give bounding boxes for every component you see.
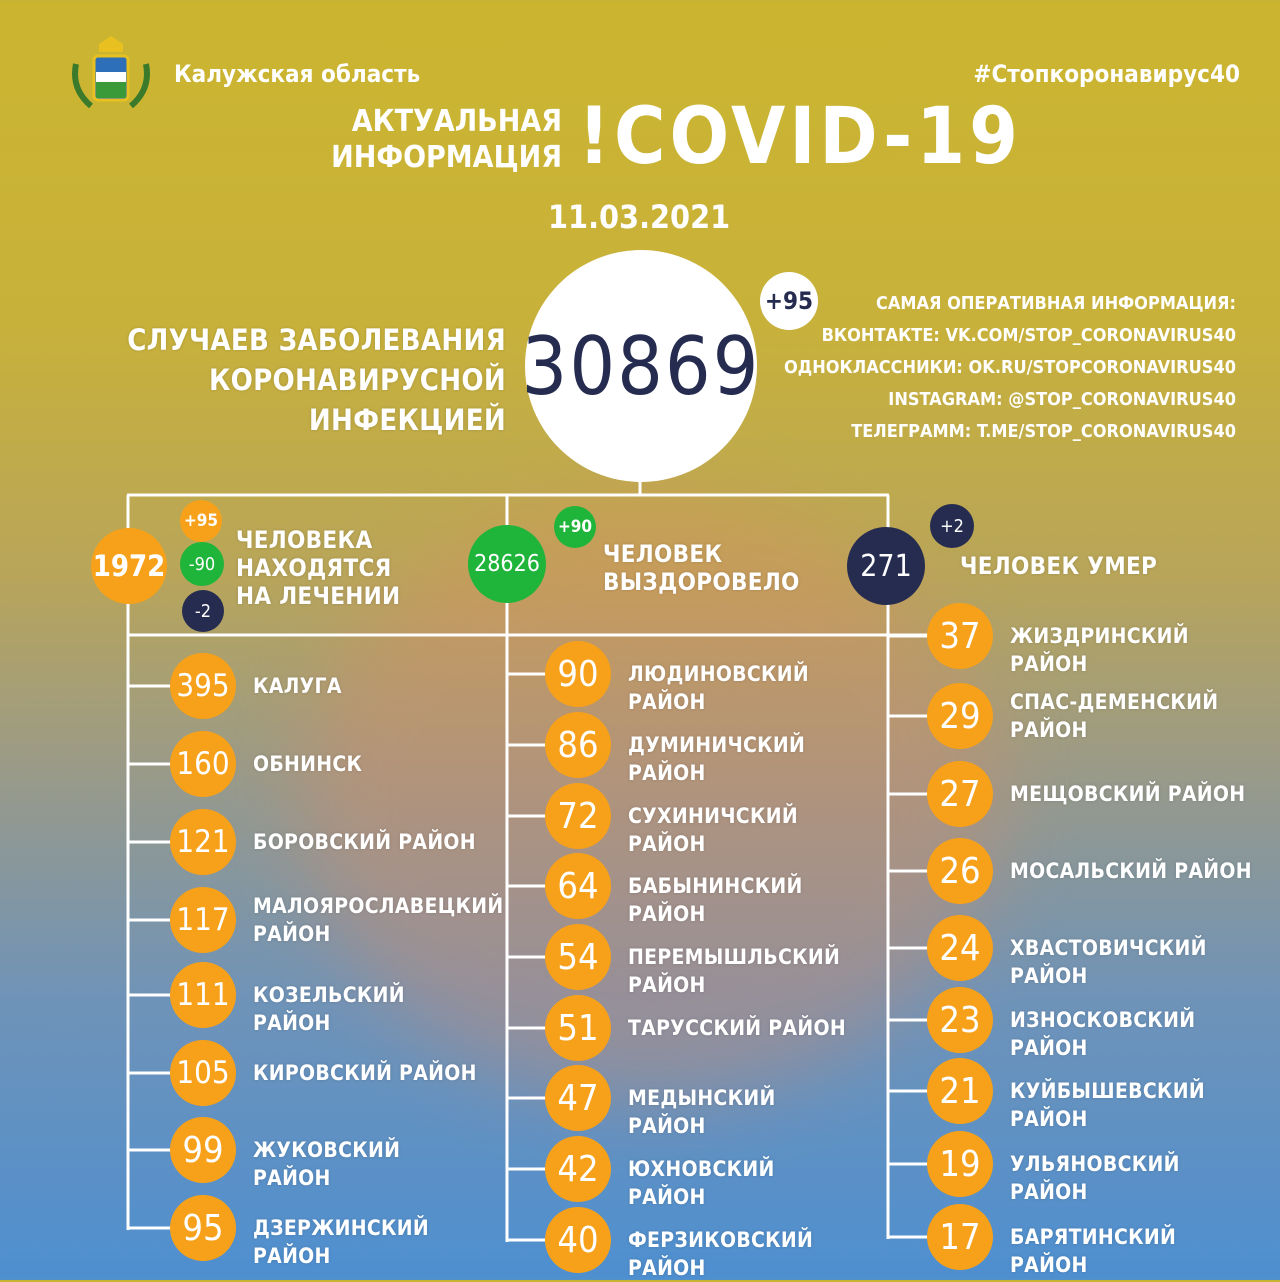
district-name: ДУМИНИЧСКИЙ РАЙОН [628,733,806,785]
date: 11.03.2021 [548,198,731,236]
treatment-delta-died: -2 [182,590,224,632]
district-value: 64 [545,853,611,919]
link-vk[interactable]: ВКОНТАКТЕ: VK.COM/STOP_CORONAVIRUS40 [821,325,1236,346]
district-name: ХВАСТОВИЧСКИЙ РАЙОН [1010,936,1207,988]
died-label: ЧЕЛОВЕК УМЕР [960,552,1158,580]
total-delta-badge: +95 [760,272,818,330]
district-name: ФЕРЗИКОВСКИЙ РАЙОН [628,1228,814,1280]
district-name: БАБЫНИНСКИЙ РАЙОН [628,874,803,926]
district-value: 26 [927,838,993,904]
district-name: МОСАЛЬСКИЙ РАЙОН [1010,859,1252,883]
title-small: АКТУАЛЬНАЯ ИНФОРМАЦИЯ [300,104,562,176]
title-line1: АКТУАЛЬНАЯ [351,104,562,139]
info-heading: САМАЯ ОПЕРАТИВНАЯ ИНФОРМАЦИЯ: [875,293,1236,314]
district-value: 40 [545,1207,611,1273]
died-delta: +2 [930,504,974,548]
district-value: 111 [170,962,236,1028]
district-value: 105 [170,1040,236,1106]
treatment-label: ЧЕЛОВЕКА НАХОДЯТСЯ НА ЛЕЧЕНИИ [236,526,400,610]
district-name: БОРОВСКИЙ РАЙОН [253,830,476,854]
total-cases-value: 30869 [522,250,758,482]
recovered-label-line1: ЧЕЛОВЕК [603,540,723,568]
recovered-label: ЧЕЛОВЕК ВЫЗДОРОВЕЛО [603,540,800,596]
recovered-value: 28626 [468,525,546,603]
district-value: 86 [545,712,611,778]
treatment-label-line3: НА ЛЕЧЕНИИ [236,582,401,610]
district-name: СПАС-ДЕМЕНСКИЙ РАЙОН [1010,690,1219,742]
district-name: ЮХНОВСКИЙ РАЙОН [628,1157,775,1209]
district-value: 24 [927,915,993,981]
total-label-line1: СЛУЧАЕВ ЗАБОЛЕВАНИЯ [127,323,506,357]
district-name: КУЙБЫШЕВСКИЙ РАЙОН [1010,1079,1205,1131]
district-value: 51 [545,995,611,1061]
district-name: ИЗНОСКОВСКИЙ РАЙОН [1010,1008,1196,1060]
district-name: ЛЮДИНОВСКИЙ РАЙОН [628,662,810,714]
link-ok[interactable]: ОДНОКЛАССНИКИ: OK.RU/STOPCORONAVIRUS40 [784,357,1236,378]
district-name: ЖУКОВСКИЙ РАЙОН [253,1138,401,1190]
district-value: 90 [545,641,611,707]
link-instagram[interactable]: INSTAGRAM: @STOP_CORONAVIRUS40 [888,389,1236,410]
hashtag: #Стопкоронавирус40 [973,60,1240,88]
district-name: БАРЯТИНСКИЙ РАЙОН [1010,1225,1177,1277]
district-value: 160 [170,731,236,797]
district-name: ПЕРЕМЫШЛЬСКИЙ РАЙОН [628,945,841,997]
district-value: 21 [927,1058,993,1124]
district-name: ОБНИНСК [253,752,363,776]
district-value: 42 [545,1136,611,1202]
treatment-delta-recovered: -90 [180,542,224,586]
district-name: КОЗЕЛЬСКИЙ РАЙОН [253,983,405,1035]
district-value: 54 [545,924,611,990]
district-name: СУХИНИЧСКИЙ РАЙОН [628,804,798,856]
district-value: 17 [927,1204,993,1270]
title-line2: ИНФОРМАЦИЯ [331,140,562,175]
total-label: СЛУЧАЕВ ЗАБОЛЕВАНИЯ КОРОНАВИРУСНОЙ ИНФЕК… [40,320,506,440]
title-covid: !COVID-19 [578,92,1022,182]
info-block: САМАЯ ОПЕРАТИВНАЯ ИНФОРМАЦИЯ: ВКОНТАКТЕ:… [784,288,1236,448]
district-name: МАЛОЯРОСЛАВЕЦКИЙ РАЙОН [253,894,504,946]
district-value: 29 [927,683,993,749]
district-name: ТАРУССКИЙ РАЙОН [628,1016,846,1040]
link-telegram[interactable]: ТЕЛЕГРАММ: T.ME/STOP_CORONAVIRUS40 [851,421,1236,442]
district-value: 47 [545,1065,611,1131]
district-value: 117 [170,887,236,953]
district-value: 23 [927,987,993,1053]
total-label-line2: КОРОНАВИРУСНОЙ ИНФЕКЦИЕЙ [209,363,506,437]
district-value: 121 [170,809,236,875]
district-value: 72 [545,783,611,849]
treatment-label-line2: НАХОДЯТСЯ [236,554,392,582]
district-value: 27 [927,761,993,827]
district-name: ДЗЕРЖИНСКИЙ РАЙОН [253,1216,429,1268]
district-value: 99 [170,1117,236,1183]
treatment-value: 1972 [91,528,167,604]
recovered-delta: +90 [554,506,596,548]
district-value: 19 [927,1131,993,1197]
coat-of-arms-icon [66,34,156,114]
died-value: 271 [847,527,925,605]
district-value: 37 [927,603,993,669]
district-name: КИРОВСКИЙ РАЙОН [253,1061,477,1085]
district-name: МЕДЫНСКИЙ РАЙОН [628,1086,776,1138]
district-value: 95 [170,1195,236,1261]
district-name: ЖИЗДРИНСКИЙ РАЙОН [1010,624,1189,676]
district-name: КАЛУГА [253,674,342,698]
district-name: МЕЩОВСКИЙ РАЙОН [1010,782,1246,806]
recovered-label-line2: ВЫЗДОРОВЕЛО [603,568,800,596]
district-value: 395 [170,653,236,719]
treatment-label-line1: ЧЕЛОВЕКА [236,526,373,554]
treatment-delta-new: +95 [180,500,222,542]
district-name: УЛЬЯНОВСКИЙ РАЙОН [1010,1152,1180,1204]
region-name: Калужская область [174,60,421,88]
